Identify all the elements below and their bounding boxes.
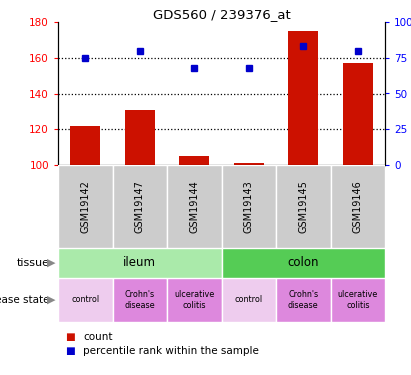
Bar — [288, 31, 318, 165]
Bar — [167, 165, 222, 248]
Text: Crohn's
disease: Crohn's disease — [288, 290, 319, 310]
Bar — [330, 278, 385, 322]
Bar — [113, 278, 167, 322]
Text: percentile rank within the sample: percentile rank within the sample — [83, 346, 259, 356]
Bar — [167, 278, 222, 322]
Bar — [70, 126, 100, 165]
Title: GDS560 / 239376_at: GDS560 / 239376_at — [152, 8, 291, 21]
Text: ileum: ileum — [123, 256, 156, 270]
Bar — [330, 165, 385, 248]
Bar — [276, 165, 330, 248]
Bar — [276, 278, 330, 322]
Text: control: control — [235, 296, 263, 304]
Bar — [58, 248, 222, 278]
Text: ■: ■ — [65, 346, 75, 356]
Text: ■: ■ — [65, 332, 75, 342]
Bar — [179, 156, 209, 165]
Text: Crohn's
disease: Crohn's disease — [125, 290, 155, 310]
Text: tissue: tissue — [17, 258, 50, 268]
Text: colon: colon — [288, 256, 319, 270]
Bar — [113, 165, 167, 248]
Bar — [222, 248, 385, 278]
Bar — [343, 63, 373, 165]
Bar — [58, 278, 113, 322]
Bar — [58, 165, 113, 248]
Text: GSM19142: GSM19142 — [80, 180, 90, 233]
Text: GSM19143: GSM19143 — [244, 180, 254, 233]
Bar — [125, 110, 155, 165]
Text: count: count — [83, 332, 113, 342]
Text: ▶: ▶ — [47, 295, 56, 305]
Text: GSM19145: GSM19145 — [298, 180, 308, 233]
Text: GSM19144: GSM19144 — [189, 180, 199, 233]
Text: ▶: ▶ — [47, 258, 56, 268]
Text: GSM19146: GSM19146 — [353, 180, 363, 233]
Bar — [234, 163, 264, 165]
Text: disease state: disease state — [0, 295, 50, 305]
Bar — [222, 278, 276, 322]
Text: GSM19147: GSM19147 — [135, 180, 145, 233]
Text: ulcerative
colitis: ulcerative colitis — [337, 290, 378, 310]
Text: ulcerative
colitis: ulcerative colitis — [174, 290, 215, 310]
Bar — [222, 165, 276, 248]
Text: control: control — [71, 296, 99, 304]
